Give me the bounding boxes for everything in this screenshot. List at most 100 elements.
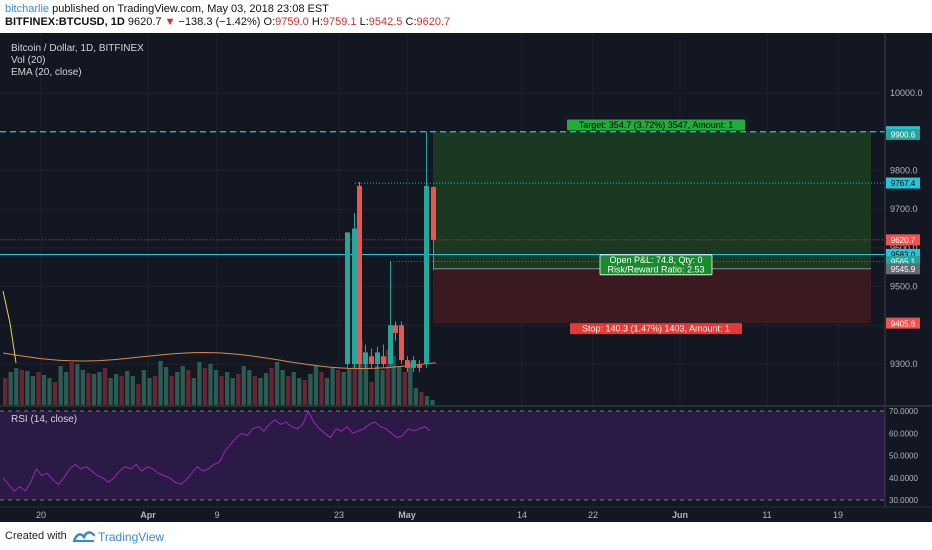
volume-bar bbox=[14, 368, 19, 406]
time-axis-label: 14 bbox=[517, 510, 527, 520]
rsi-axis-label: 30.0000 bbox=[889, 496, 918, 505]
publish-info: bitcharlie published on TradingView.com,… bbox=[5, 3, 329, 15]
volume-bar bbox=[169, 376, 174, 406]
candle-body bbox=[352, 228, 357, 364]
volume-bar bbox=[191, 378, 196, 406]
volume-bar bbox=[313, 366, 319, 406]
volume-bar bbox=[385, 350, 391, 406]
open-label: O: bbox=[263, 16, 276, 28]
volume-bar bbox=[186, 370, 191, 406]
down-arrow-icon: ▼ bbox=[164, 16, 176, 28]
volume-bar bbox=[97, 372, 102, 406]
volume-bar bbox=[141, 370, 147, 406]
volume-bar bbox=[64, 372, 69, 406]
volume-bar bbox=[47, 378, 52, 406]
chart-area[interactable]: Target: 354.7 (3.72%) 3547, Amount: 1 Sto… bbox=[0, 33, 932, 522]
close-label: C: bbox=[405, 16, 417, 28]
volume-bar bbox=[302, 380, 307, 406]
price-change: −138.3 (−1.42%) bbox=[178, 16, 261, 28]
volume-bar bbox=[369, 382, 374, 406]
time-axis-label: 22 bbox=[588, 510, 598, 520]
low-label: L: bbox=[359, 16, 369, 28]
volume-bar bbox=[19, 370, 24, 406]
published-text: published on TradingView.com, May 03, 20… bbox=[52, 3, 329, 15]
risk-reward-label: Risk/Reward Ratio: 2.53 bbox=[607, 264, 704, 274]
price-tag-box bbox=[886, 263, 920, 275]
volume-bar bbox=[269, 368, 274, 406]
high-label: H: bbox=[311, 16, 323, 28]
candle-body bbox=[405, 360, 410, 368]
volume-bar bbox=[41, 375, 47, 406]
volume-bar bbox=[202, 368, 208, 406]
created-with-text: Created with bbox=[5, 530, 67, 542]
candle-body bbox=[399, 325, 404, 361]
volume-bar bbox=[114, 374, 119, 406]
volume-bar bbox=[69, 362, 74, 406]
volume-bar bbox=[86, 373, 91, 406]
volume-bar bbox=[341, 372, 346, 406]
candle-body bbox=[357, 185, 362, 364]
volume-bar bbox=[225, 372, 230, 406]
tradingview-link[interactable]: TradingView bbox=[98, 530, 165, 544]
volume-bar bbox=[247, 370, 252, 406]
volume-bar bbox=[75, 364, 80, 406]
volume-bar bbox=[319, 372, 324, 406]
volume-bar bbox=[291, 372, 296, 406]
volume-bar bbox=[397, 366, 402, 406]
volume-bar bbox=[408, 362, 413, 406]
volume-bar bbox=[402, 372, 407, 406]
time-axis-label: 20 bbox=[36, 510, 46, 520]
volume-bar bbox=[102, 368, 108, 406]
rsi-axis-label: 40.0000 bbox=[889, 474, 918, 483]
candle-body bbox=[369, 356, 374, 364]
rsi-axis-label: 60.0000 bbox=[889, 429, 918, 438]
candle-body bbox=[375, 352, 380, 364]
volume-bar bbox=[125, 371, 130, 406]
volume-bar bbox=[280, 370, 285, 406]
author-link[interactable]: bitcharlie bbox=[5, 3, 50, 15]
time-axis-label: 19 bbox=[833, 510, 843, 520]
volume-bar bbox=[108, 378, 113, 406]
price-tag-box bbox=[886, 128, 920, 140]
volume-bar bbox=[8, 372, 13, 406]
candle-body bbox=[345, 232, 350, 364]
rsi-legend: RSI (14, close) bbox=[11, 414, 78, 425]
volume-bar bbox=[36, 372, 41, 406]
volume-bar bbox=[413, 388, 418, 406]
volume-bar bbox=[208, 364, 213, 406]
open-value: 9759.0 bbox=[275, 16, 309, 28]
price-tag: 9620.7 bbox=[891, 236, 916, 245]
volume-bar bbox=[286, 376, 291, 406]
price-tag-box bbox=[886, 317, 920, 329]
last-price: 9620.7 bbox=[127, 16, 162, 28]
target-label-box bbox=[567, 119, 745, 131]
volume-bar bbox=[219, 376, 224, 406]
rsi-band bbox=[0, 411, 885, 500]
volume-bar bbox=[180, 366, 185, 406]
volume-bar bbox=[30, 376, 36, 406]
volume-bar bbox=[424, 396, 430, 406]
chart-canvas[interactable]: Target: 354.7 (3.72%) 3547, Amount: 1 Sto… bbox=[0, 33, 932, 522]
price-axis-label: 9700.0 bbox=[890, 204, 918, 214]
volume-bar bbox=[336, 370, 341, 406]
close-value: 9620.7 bbox=[416, 16, 451, 28]
price-tag: 9900.6 bbox=[891, 131, 916, 140]
volume-bar bbox=[241, 366, 246, 406]
price-tag-box bbox=[886, 177, 920, 189]
volume-bar bbox=[391, 356, 396, 406]
price-tag: 9405.6 bbox=[891, 319, 916, 328]
price-tag-box bbox=[886, 234, 920, 246]
ema-line bbox=[2, 351, 436, 369]
volume-bar bbox=[258, 378, 263, 406]
volume-bar bbox=[297, 378, 302, 406]
target-label: Target: 354.7 (3.72%) 3547, Amount: 1 bbox=[579, 120, 734, 130]
volume-bar bbox=[274, 362, 280, 406]
price-axis-label: 9600.0 bbox=[890, 243, 918, 253]
rsi-axis-label: 50.0000 bbox=[889, 452, 918, 461]
volume-bar bbox=[58, 366, 63, 406]
price-tag-box bbox=[886, 255, 920, 267]
volume-bar bbox=[419, 392, 424, 406]
volume-bar bbox=[347, 368, 352, 406]
symbol-quote-bar: BITFINEX:BTCUSD, 1D 9620.7 ▼ −138.3 (−1.… bbox=[5, 16, 450, 28]
volume-bar bbox=[363, 358, 369, 406]
